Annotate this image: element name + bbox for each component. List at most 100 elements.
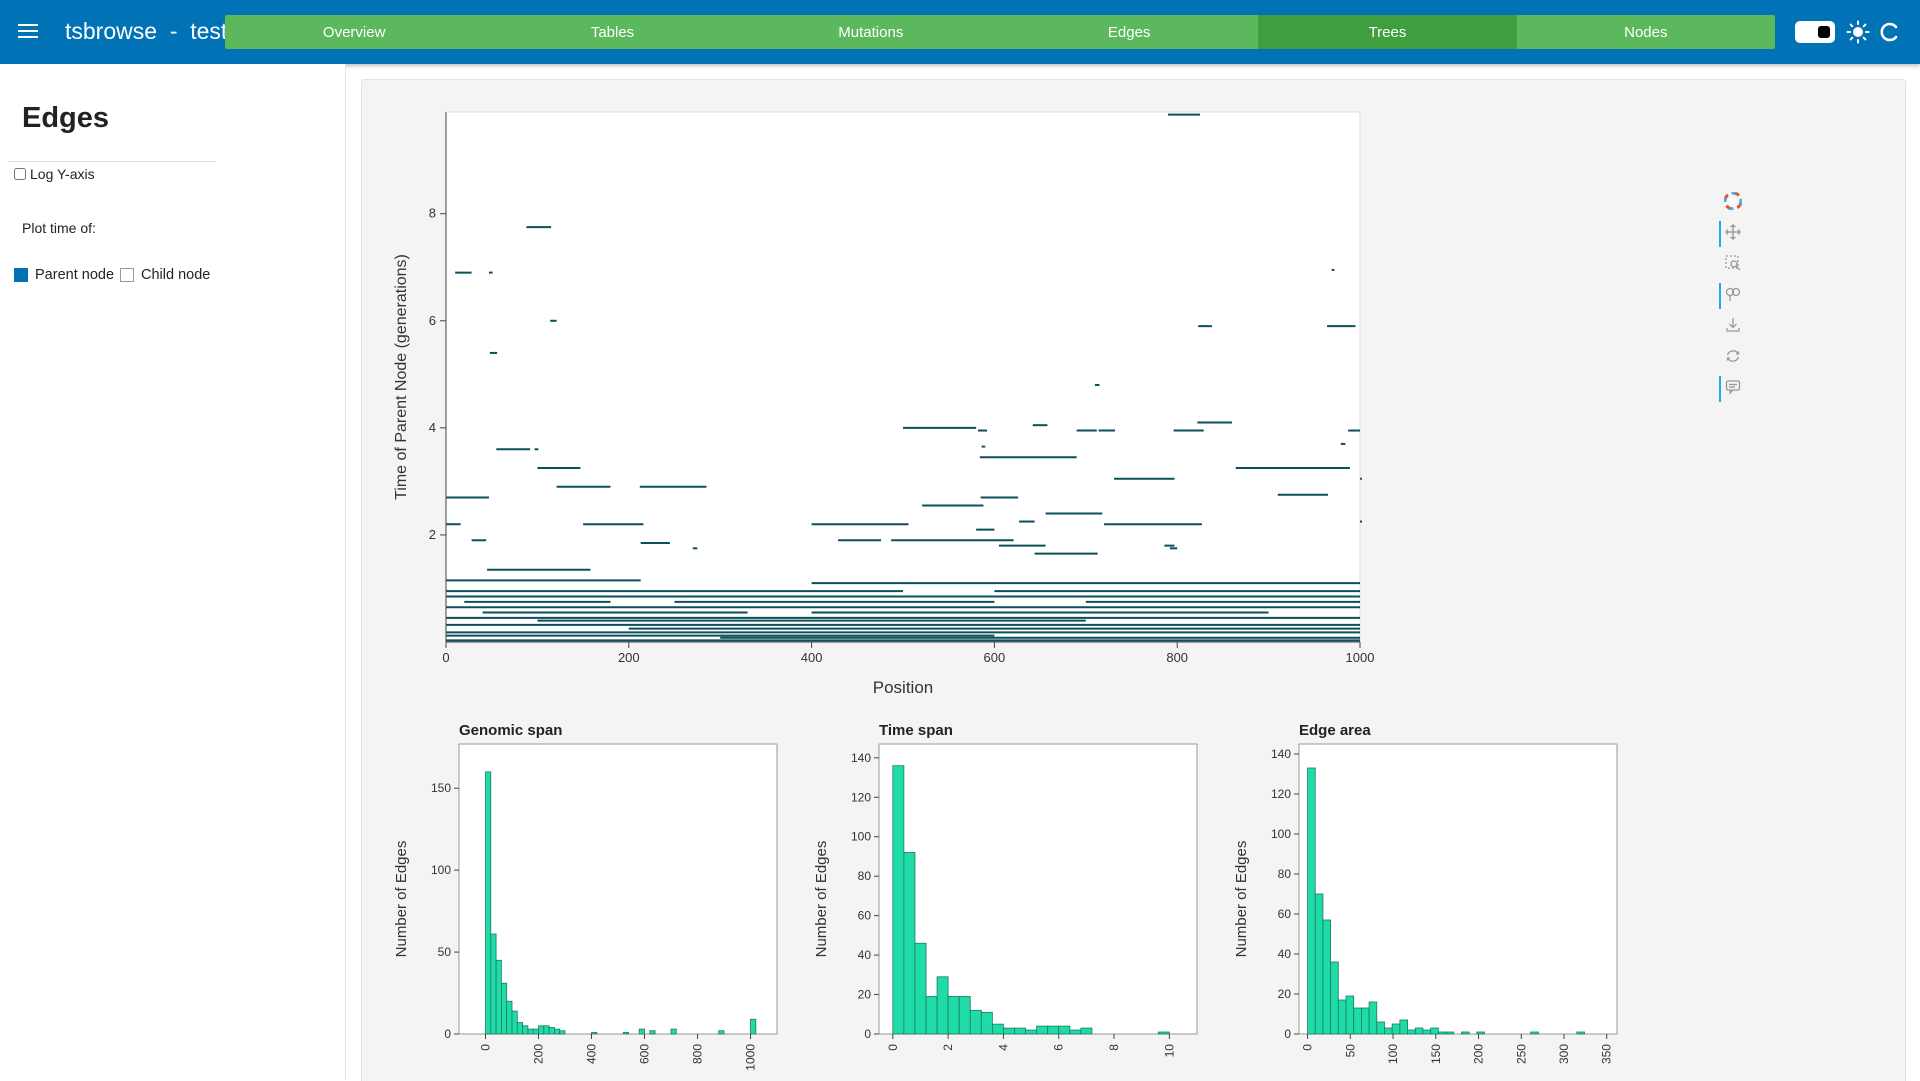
y-tick-label: 4 [429,420,436,435]
histogram-bar [958,996,971,1035]
histogram-bar [1058,1025,1071,1035]
histogram-bar [1361,1007,1370,1035]
reset-icon[interactable] [1722,345,1744,367]
x-tick-label: 0 [886,1044,900,1051]
histogram-bar [947,996,960,1035]
histogram-bar [527,1028,534,1035]
histogram-bar [522,1025,529,1035]
x-tick-label: 150 [1429,1044,1443,1064]
y-tick-label: 20 [1278,987,1292,1001]
plot-time-choice: Parent node Child node [14,267,216,283]
histogram-bar [670,1028,677,1035]
histogram-bar [1157,1031,1170,1035]
histogram-bar [506,1000,513,1035]
histogram-bar [638,1028,645,1035]
y-tick-label: 60 [1278,907,1292,921]
tab-tables[interactable]: Tables [590,23,635,41]
sidebar-divider [8,161,216,162]
y-tick-label: 40 [858,948,872,962]
x-tick-label: 400 [801,650,823,665]
x-tick-label: 350 [1600,1044,1614,1064]
theme-toggle[interactable] [1795,21,1835,43]
bokeh-logo-icon[interactable] [1722,190,1744,212]
save-icon[interactable] [1722,314,1744,336]
histogram-bar [1047,1025,1060,1035]
plot-area [445,111,1361,643]
x-tick-label: 10 [1162,1044,1176,1058]
x-tick-label: 600 [638,1044,652,1064]
tab-trees[interactable]: Trees [1258,15,1517,49]
tab-edges[interactable]: Edges [1107,23,1151,41]
parent-node-option[interactable]: Parent node [14,267,114,283]
histogram-bar [718,1030,725,1035]
histogram-bar [622,1031,629,1035]
y-axis-label: Time of Parent Node (generations) [393,254,410,500]
histogram-title: Time span [879,722,953,739]
x-tick-label: 400 [585,1044,599,1064]
histogram-title: Genomic span [459,722,562,739]
histogram-bar [1476,1031,1485,1035]
child-node-checkbox[interactable] [120,268,135,282]
tab-nodes[interactable]: Nodes [1624,23,1668,41]
y-tick-label: 50 [438,945,452,959]
tab-overview[interactable]: Overview [322,23,386,41]
x-tick-label: 800 [1166,650,1188,665]
y-tick-label: 100 [431,863,451,877]
x-tick-label: 200 [532,1044,546,1064]
log-y-axis-label: Log Y-axis [30,166,95,182]
y-tick-label: 0 [1284,1027,1291,1041]
y-tick-label: 40 [1278,947,1292,961]
sun-icon[interactable] [1846,20,1870,44]
x-tick-label: 1000 [744,1044,758,1071]
histogram-bar [969,1009,982,1035]
histogram-bar [1025,1029,1038,1035]
toggle-knob [1818,26,1830,38]
histogram-bar [980,1011,993,1035]
child-node-option[interactable]: Child node [120,267,210,283]
histogram-bar [750,1018,757,1035]
wheel-zoom-icon[interactable] [1719,283,1744,309]
x-tick-label: 8 [1107,1044,1121,1051]
x-tick-label: 0 [479,1044,493,1051]
loading-spinner-icon [1880,22,1898,42]
x-tick-label: 250 [1514,1044,1528,1064]
edges-scatter-plot: 0 200 400 600 800 1000 2 4 6 8 Position Time of Par… [393,111,1374,697]
histogram-bar [1437,1031,1447,1035]
child-node-label: Child node [141,267,211,283]
log-y-axis-checkbox[interactable] [14,168,26,180]
y-tick-label: 0 [864,1027,871,1041]
parent-node-checkbox[interactable] [14,268,28,282]
histogram-bar [559,1030,566,1035]
nav-tabs: Overview Tables Mutations Edges Trees No… [225,15,1775,49]
histogram-bar [495,959,502,1035]
histogram-y-label: Number of Edges [813,841,830,958]
y-tick-label: 8 [429,206,436,221]
main-panel: 0 200 400 600 800 1000 2 4 6 8 Position Time of Par… [361,79,1906,1081]
y-tick-label: 140 [851,751,871,765]
pan-icon[interactable] [1719,221,1744,247]
x-tick-label: 300 [1557,1044,1571,1064]
top-app-bar: tsbrowse - test Overview Tables Mutation… [0,0,1920,64]
histogram-bar [553,1028,561,1035]
y-tick-label: 140 [1271,747,1291,761]
tab-mutations[interactable]: Mutations [838,23,904,41]
y-tick-label: 0 [444,1027,451,1041]
histogram-bar [991,1023,1004,1035]
x-tick-label: 2 [941,1044,955,1051]
histogram-bar [914,942,927,1035]
histogram-bar [903,852,916,1035]
x-tick-label: 0 [1301,1044,1315,1051]
histogram-bar [1368,1001,1378,1035]
histogram-bar [490,933,497,1035]
x-tick-label: 200 [1472,1044,1486,1064]
histogram-bar [892,765,905,1035]
histogram-bar [1036,1025,1049,1035]
log-y-axis-option[interactable]: Log Y-axis [14,166,95,182]
x-tick-label: 6 [1052,1044,1066,1051]
histogram-bar [1430,1027,1439,1035]
histogram-bar [1345,995,1355,1035]
hover-icon[interactable] [1719,376,1744,402]
hamburger-menu-icon[interactable] [18,20,42,44]
box-zoom-icon[interactable] [1722,252,1744,274]
